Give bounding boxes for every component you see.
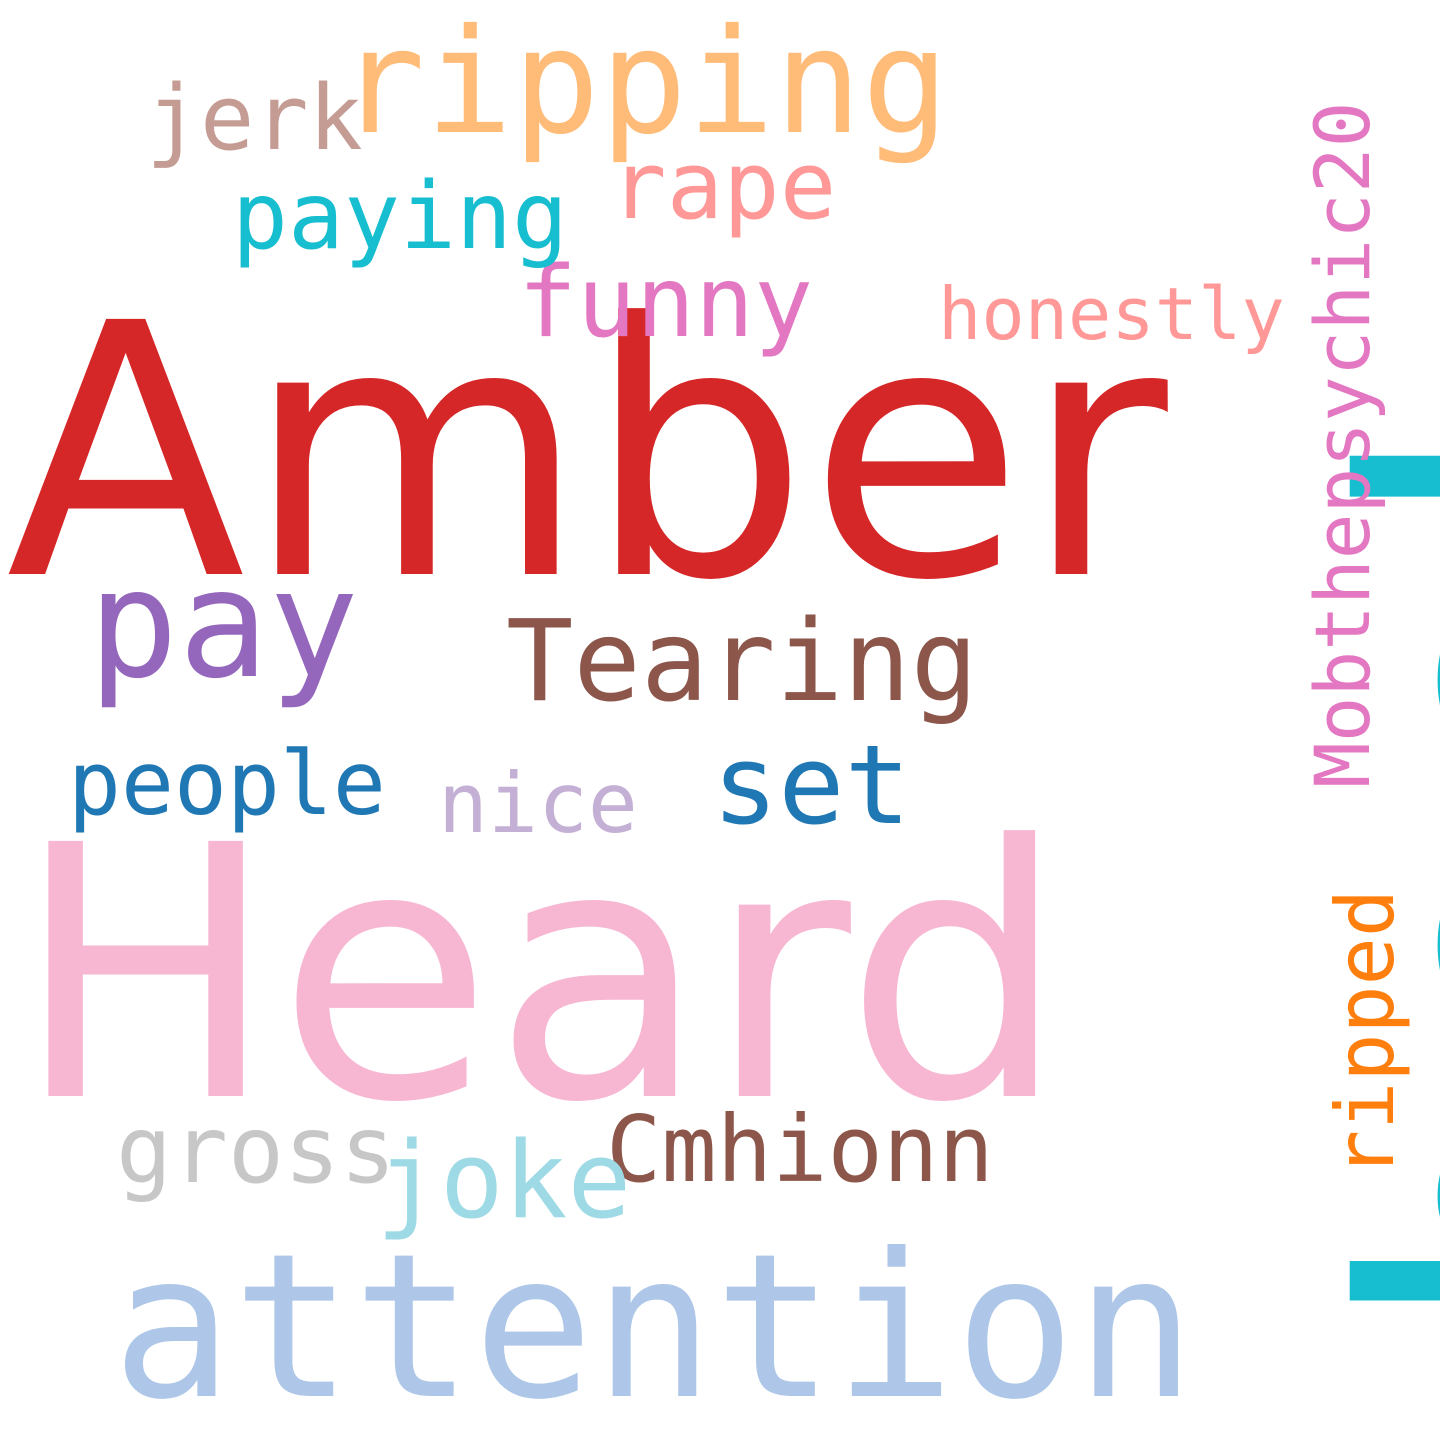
word-ripped: ripped — [1319, 889, 1412, 1178]
word-pay: pay — [88, 538, 359, 712]
word-tearing: Tearing — [506, 597, 979, 727]
word-jerk: jerk — [146, 66, 363, 171]
word-heard: Heard — [14, 771, 1067, 1179]
word-joke: joke — [376, 1119, 632, 1242]
word-amber: Amber — [6, 249, 1168, 657]
word-set: set — [712, 721, 911, 849]
word-nice: nice — [438, 755, 638, 852]
word-gross: gross — [116, 1096, 396, 1204]
word-mobthepsychic20: Mobthepsychic20 — [1298, 101, 1387, 788]
word-funny: funny — [518, 246, 814, 360]
word-rape: rape — [610, 132, 837, 241]
word-attention: attention — [112, 1211, 1196, 1440]
word-cmhionn: Cmhionn — [606, 1096, 994, 1203]
word-honestly: honestly — [938, 272, 1285, 356]
word-ripping: ripping — [338, 0, 950, 167]
word-people: people — [68, 732, 386, 835]
word-paying: paying — [232, 162, 568, 270]
